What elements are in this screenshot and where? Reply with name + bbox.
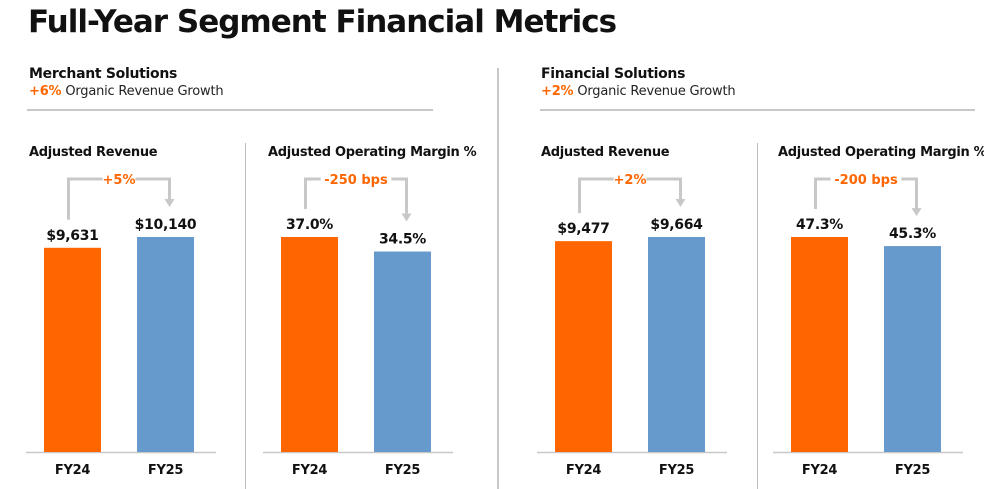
chart-title: Adjusted Revenue	[541, 145, 670, 160]
category-label: FY25	[659, 463, 694, 478]
segment-growth: +6% Organic Revenue Growth	[29, 83, 224, 101]
growth-percent: +2%	[541, 84, 574, 99]
chart-title: Adjusted Operating Margin %	[268, 145, 477, 160]
chart-vertical-divider	[757, 143, 758, 489]
chart-merchant-margin: 37.0% FY24 34.5% FY25 -250 bps	[263, 173, 453, 478]
change-connector-left	[67, 177, 103, 220]
category-label: FY25	[895, 463, 930, 478]
bar-fy25	[884, 246, 941, 452]
change-connector-left	[304, 177, 321, 209]
data-label: $9,477	[557, 221, 609, 237]
chart-vertical-divider	[245, 143, 246, 489]
chart-financial-margin: 47.3% FY24 45.3% FY25 -200 bps	[773, 173, 963, 478]
data-label: $9,631	[46, 228, 98, 244]
change-label: -250 bps	[324, 173, 388, 188]
chart-title: Adjusted Revenue	[29, 145, 158, 160]
bar-fy25	[648, 237, 705, 452]
chart-title: Adjusted Operating Margin %	[778, 145, 984, 160]
category-label: FY24	[292, 463, 327, 478]
segment-name: Merchant Solutions	[29, 66, 178, 82]
growth-label: Organic Revenue Growth	[577, 84, 736, 99]
change-label: +2%	[614, 173, 647, 188]
bar-fy25	[137, 237, 194, 452]
bar-fy24	[44, 247, 101, 452]
segment-divider	[27, 109, 433, 111]
change-connector-right	[646, 177, 682, 200]
arrow-down-icon	[164, 199, 175, 207]
change-label: -200 bps	[834, 173, 898, 188]
bar-fy24	[281, 237, 338, 452]
category-label: FY24	[802, 463, 837, 478]
segment-growth: +2% Organic Revenue Growth	[541, 83, 736, 101]
category-label: FY25	[385, 463, 420, 478]
bar-fy25	[374, 251, 431, 452]
growth-label: Organic Revenue Growth	[65, 84, 224, 99]
change-connector-left	[578, 177, 614, 214]
change-label: +5%	[103, 173, 136, 188]
chart-financial-revenue: $9,477 FY24 $9,664 FY25 +2%	[537, 173, 727, 478]
category-label: FY25	[148, 463, 183, 478]
data-label: 47.3%	[796, 217, 843, 233]
arrow-down-icon	[675, 199, 686, 207]
growth-percent: +6%	[29, 84, 62, 99]
bar-fy24	[555, 241, 612, 452]
change-connector-left	[814, 177, 831, 209]
data-label: $9,664	[650, 217, 703, 233]
segment-header-merchant: Merchant Solutions +6% Organic Revenue G…	[29, 65, 224, 101]
segment-header-financial: Financial Solutions +2% Organic Revenue …	[541, 65, 736, 101]
category-label: FY24	[566, 463, 601, 478]
change-connector-right	[391, 177, 408, 215]
arrow-down-icon	[401, 213, 412, 222]
page-title: Full-Year Segment Financial Metrics	[28, 4, 617, 40]
change-connector-right	[135, 177, 171, 200]
data-label: 45.3%	[889, 226, 936, 242]
change-connector-right	[901, 177, 918, 210]
data-label: 34.5%	[379, 232, 426, 248]
data-label: 37.0%	[286, 217, 333, 233]
bar-fy24	[791, 237, 848, 452]
data-label: $10,140	[135, 217, 197, 233]
segment-vertical-divider	[497, 68, 499, 489]
segment-name: Financial Solutions	[541, 66, 686, 82]
arrow-down-icon	[911, 208, 922, 217]
category-label: FY24	[55, 463, 90, 478]
segment-divider	[540, 109, 975, 111]
chart-merchant-revenue: $9,631 FY24 $10,140 FY25 +5%	[26, 173, 216, 478]
